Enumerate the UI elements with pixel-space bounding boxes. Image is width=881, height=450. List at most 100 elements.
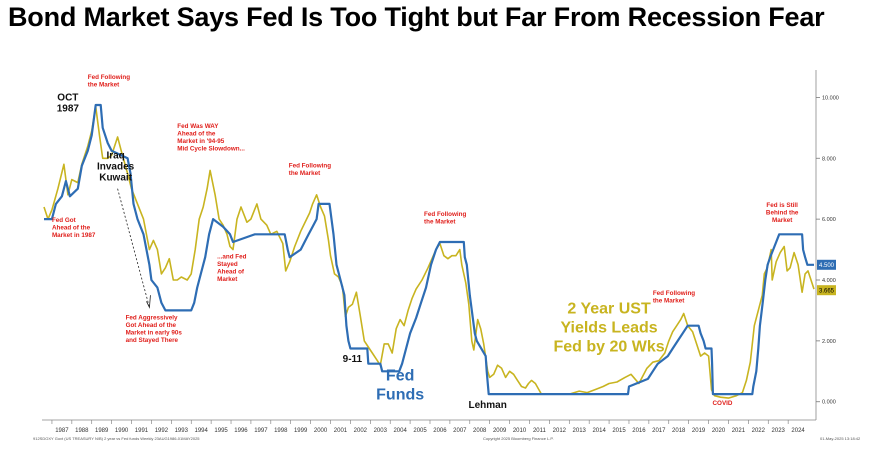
annotation-line: ...and Fed: [217, 254, 247, 261]
y-tick-label: 6.000: [822, 217, 836, 223]
annotation: OCT 1987: [57, 92, 80, 114]
x-tick-label: 1993: [175, 428, 189, 434]
x-tick-label: 2003: [374, 428, 388, 434]
annotation-line: Iraq: [106, 150, 124, 161]
annotation: Fed is Still Behind the Market: [766, 202, 799, 224]
annotation: ...and Fed Stayed Ahead of Market: [217, 254, 247, 284]
annotation-line: and Stayed There: [126, 337, 179, 344]
y-tick-label: 10.000: [822, 95, 839, 101]
annotation-line: COVID: [713, 400, 733, 407]
annotation-line: Fed Following: [424, 211, 466, 218]
annotation-line: Invades: [97, 161, 135, 172]
x-tick-label: 2015: [612, 428, 626, 434]
x-tick-label: 2023: [772, 428, 786, 434]
annotation-line: Behind the: [766, 209, 799, 216]
annotation: Fed Following the Market: [653, 290, 695, 305]
annotation-line: the Market: [424, 219, 456, 226]
annotation-line: 1987: [57, 103, 80, 114]
annotation-line: Yields Leads: [560, 319, 657, 336]
x-tick-label: 2012: [553, 428, 567, 434]
chart-title: Bond Market Says Fed Is Too Tight but Fa…: [8, 2, 825, 32]
y-tick-label: 4.000: [822, 278, 836, 284]
x-tick-label: 2014: [592, 428, 606, 434]
y-tick-label: 8.000: [822, 156, 836, 162]
footer-copyright: Copyright 2025 Bloomberg Finance L.P.: [483, 436, 554, 441]
annotation-line: Got Ahead of the: [126, 322, 177, 329]
annotation-line: the Market: [289, 170, 321, 177]
ust-2y-last-badge-label: 3.665: [819, 288, 835, 294]
x-tick-label: 2009: [493, 428, 507, 434]
x-tick-label: 1998: [274, 428, 288, 434]
x-tick-label: 2008: [473, 428, 487, 434]
x-tick-label: 2007: [453, 428, 467, 434]
annotation-line: Fed Following: [653, 290, 695, 297]
x-tick-label: 2004: [393, 428, 407, 434]
annotation-line: Funds: [376, 386, 424, 403]
annotation-line: Fed: [386, 367, 414, 384]
footer-date: 01-May-2025 13:18:42: [820, 436, 861, 441]
x-tick-label: 2010: [513, 428, 527, 434]
x-tick-label: 2019: [692, 428, 706, 434]
x-tick-label: 1989: [95, 428, 109, 434]
annotation-line: Fed Following: [289, 162, 331, 169]
annotation-line: the Market: [653, 298, 685, 305]
x-tick-label: 1991: [135, 428, 149, 434]
x-tick-label: 2021: [732, 428, 746, 434]
annotation-line: Market: [217, 276, 238, 283]
annotation: Fed Following the Market: [424, 211, 466, 226]
annotation-line: OCT: [57, 92, 78, 103]
annotation-line: Fed is Still: [766, 202, 798, 209]
annotation: 2 Year UST Yields Leads Fed by 20 Wks: [553, 300, 664, 355]
annotation-line: Stayed: [217, 261, 238, 268]
annotation-line: Market in early 90s: [126, 330, 183, 337]
annotation-line: Market: [772, 217, 793, 224]
annotation: Fed Got Ahead of the Market in 1987: [52, 217, 96, 239]
footer-source: 912SDOXY Govt (US TREASURY N/B) 2 year v…: [33, 436, 200, 441]
ust-2y-last-badge: [817, 285, 836, 296]
x-tick-label: 1988: [75, 428, 89, 434]
annotation-line: Mid Cycle Slowdown...: [177, 145, 245, 152]
x-tick-label: 2005: [413, 428, 427, 434]
x-tick-label: 1996: [234, 428, 248, 434]
x-tick-label: 2016: [632, 428, 646, 434]
annotation: Fed Aggressively Got Ahead of the Market i…: [126, 315, 183, 345]
annotation: Lehman: [469, 400, 507, 411]
annotation-line: Lehman: [469, 400, 507, 411]
kuwait-arrow: [117, 188, 150, 308]
x-tick-label: 2002: [354, 428, 368, 434]
last-value-badges: 4.500 3.665: [817, 259, 836, 296]
x-tick-label: 2018: [672, 428, 686, 434]
x-tick-label: 1994: [194, 428, 208, 434]
x-tick-label: 1999: [294, 428, 308, 434]
fed-funds-last-badge: [817, 259, 836, 270]
annotation-line: Fed Was WAY: [177, 123, 219, 130]
axes: 0.000 2.000 4.000 6.000 8.000 10.000 1987 1988 1…: [42, 70, 839, 434]
x-tick-label: 2024: [791, 428, 805, 434]
ust-2y-line: [43, 105, 815, 399]
annotation-line: 2 Year UST: [567, 300, 651, 317]
x-tick-label: 1997: [254, 428, 268, 434]
annotation-line: Kuwait: [99, 172, 132, 183]
x-tick-label: 2006: [433, 428, 447, 434]
annotation-line: Ahead of: [217, 269, 245, 276]
y-tick-label: 0.000: [822, 400, 836, 406]
x-tick-label: 2001: [334, 428, 348, 434]
annotation-line: Fed Following: [88, 74, 130, 81]
x-tick-label: 2013: [573, 428, 587, 434]
x-tick-label: 1992: [155, 428, 169, 434]
annotation: Fed Was WAY Ahead of the Market in '94-95 M…: [177, 123, 245, 152]
kuwait-arrow-head: [146, 295, 151, 309]
series-layer: [43, 103, 815, 399]
annotation: Iraq Invades Kuwait: [97, 150, 135, 183]
x-tick-label: 1995: [214, 428, 228, 434]
annotation-line: Ahead of the: [52, 225, 91, 232]
annotation-line: Fed Got: [52, 217, 77, 224]
annotation: Fed Following the Market: [289, 162, 331, 177]
fed-funds-line: [44, 103, 814, 396]
y-tick-label: 2.000: [822, 339, 836, 345]
x-tick-label: 2020: [712, 428, 726, 434]
annotation-line: Market in 1987: [52, 232, 96, 239]
x-tick-label: 2000: [314, 428, 328, 434]
